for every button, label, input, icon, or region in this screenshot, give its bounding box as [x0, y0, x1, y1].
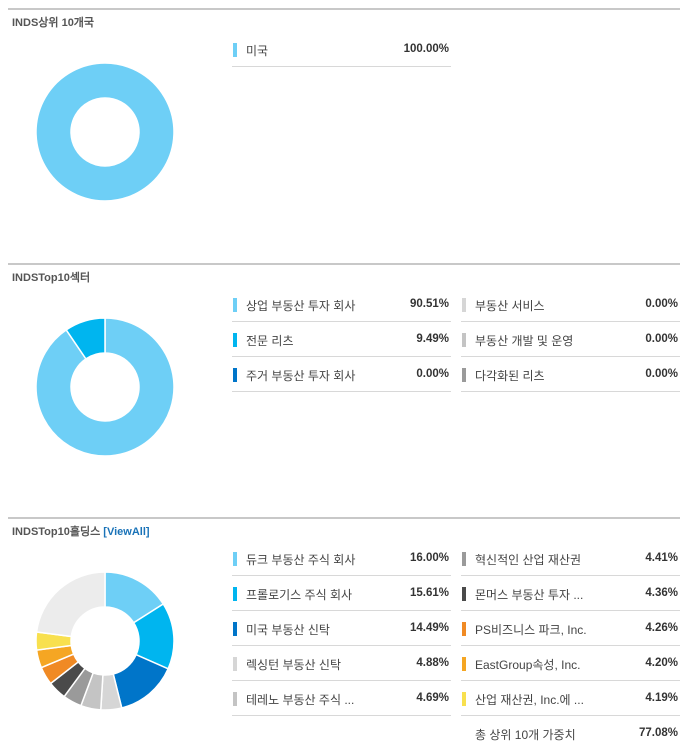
holding-row: 산업 재산권, Inc.에 ... 4.19% — [461, 681, 680, 716]
holding-row: 프롤로기스 주식 회사 15.61% — [232, 576, 451, 611]
country-slice — [35, 62, 175, 202]
sector-row: 상업 부동산 투자 회사 90.51% — [232, 287, 451, 322]
sector-row-label: 상업 부동산 투자 회사 — [246, 299, 356, 313]
holding-row: EastGroup속성, Inc. 4.20% — [461, 646, 680, 681]
total-weight-label: 총 상위 10개 가중치 — [475, 728, 576, 742]
sectors-list-left: 상업 부동산 투자 회사 90.51% 전문 리츠 9.49% 주거 부동산 투자 회사… — [232, 287, 451, 392]
sector-row: 주거 부동산 투자 회사 0.00% — [232, 357, 451, 392]
legend-swatch — [462, 333, 466, 347]
holding-row-label: 프롤로기스 주식 회사 — [246, 588, 353, 602]
sector-row-value: 90.51% — [409, 298, 449, 310]
holding-row-label: EastGroup속성, Inc. — [475, 658, 581, 672]
sector-row-value: 9.49% — [416, 333, 449, 345]
legend-swatch — [233, 552, 237, 566]
legend-swatch — [462, 622, 466, 636]
total-weight-value: 77.08% — [638, 727, 678, 739]
holding-row: 몬머스 부동산 투자 ... 4.36% — [461, 576, 680, 611]
holding-row-label: 렉싱턴 부동산 신탁 — [246, 658, 341, 672]
holding-row: 테레노 부동산 주식 ... 4.69% — [232, 681, 451, 716]
holding-row-label: 몬머스 부동산 투자 ... — [475, 588, 584, 602]
legend-swatch — [462, 298, 466, 312]
holdings-section: INDSTop10홀딩스 [ViewAll] 듀크 부동산 주식 회사 16.00… — [8, 517, 680, 751]
holding-row-value: 16.00% — [409, 552, 449, 564]
sector-row-label: 전문 리츠 — [246, 334, 294, 348]
holding-row: 미국 부동산 신탁 14.49% — [232, 611, 451, 646]
holding-row-label: 혁신적인 산업 재산권 — [475, 553, 582, 567]
sector-row: 부동산 서비스 0.00% — [461, 287, 680, 322]
sector-row-value: 0.00% — [645, 368, 678, 380]
sector-slice — [35, 317, 175, 457]
holding-row-label: 듀크 부동산 주식 회사 — [246, 553, 356, 567]
legend-swatch — [233, 587, 237, 601]
holding-slice — [35, 571, 106, 638]
legend-swatch — [233, 333, 237, 347]
legend-swatch — [233, 368, 237, 382]
sector-row-label: 부동산 개발 및 운영 — [475, 334, 574, 348]
sectors-donut-chart — [35, 317, 175, 457]
holding-row: 혁신적인 산업 재산권 4.41% — [461, 541, 680, 576]
sector-row-label: 주거 부동산 투자 회사 — [246, 369, 356, 383]
legend-swatch — [462, 552, 466, 566]
holding-row-value: 4.19% — [645, 692, 678, 704]
country-row: 미국 100.00% — [232, 32, 451, 67]
legend-swatch — [233, 298, 237, 312]
holding-row-value: 4.88% — [416, 657, 449, 669]
holding-row-value: 4.36% — [645, 587, 678, 599]
holding-row-label: 테레노 부동산 주식 ... — [246, 693, 355, 707]
sector-row: 다각화된 리츠 0.00% — [461, 357, 680, 392]
holding-row-label: PS비즈니스 파크, Inc. — [475, 623, 587, 637]
legend-swatch — [233, 657, 237, 671]
holding-row-value: 4.41% — [645, 552, 678, 564]
total-weight-row: 총 상위 10개 가중치 77.08% — [461, 716, 680, 751]
country-label: 미국 — [246, 44, 269, 58]
countries-list: 미국 100.00% — [232, 32, 451, 67]
sectors-list-right: 부동산 서비스 0.00% 부동산 개발 및 운영 0.00% 다각화된 리츠 0.00% — [461, 287, 680, 392]
holdings-donut-chart — [35, 571, 175, 711]
sector-slice — [65, 317, 106, 360]
holdings-title-text: INDSTop10홀딩스 — [12, 526, 101, 538]
country-value: 100.00% — [403, 43, 449, 55]
sector-row-label: 부동산 서비스 — [475, 299, 545, 313]
sector-row-value: 0.00% — [416, 368, 449, 380]
legend-swatch — [233, 43, 237, 57]
holdings-list-left: 듀크 부동산 주식 회사 16.00% 프롤로기스 주식 회사 15.61% 미국 부동… — [232, 541, 451, 716]
holding-row-value: 4.26% — [645, 622, 678, 634]
sector-row-value: 0.00% — [645, 333, 678, 345]
legend-swatch — [462, 692, 466, 706]
legend-swatch — [233, 622, 237, 636]
holding-row-label: 산업 재산권, Inc.에 ... — [475, 693, 584, 707]
sectors-section: INDSTop10섹터 상업 부동산 투자 회사 90.51% 전문 리츠 9.49%… — [8, 263, 680, 518]
legend-swatch — [462, 657, 466, 671]
legend-swatch — [233, 692, 237, 706]
holding-row-label: 미국 부동산 신탁 — [246, 623, 330, 637]
countries-title: INDS상위 10개국 — [12, 17, 95, 29]
sector-row: 부동산 개발 및 운영 0.00% — [461, 322, 680, 357]
holdings-title: INDSTop10홀딩스 [ViewAll] — [12, 523, 150, 539]
sector-row-label: 다각화된 리츠 — [475, 369, 545, 383]
holding-row-value: 4.69% — [416, 692, 449, 704]
view-all-link[interactable]: [ViewAll] — [103, 526, 150, 538]
holding-row: 렉싱턴 부동산 신탁 4.88% — [232, 646, 451, 681]
sectors-title: INDSTop10섹터 — [12, 272, 91, 284]
holding-row-value: 15.61% — [409, 587, 449, 599]
legend-swatch — [462, 368, 466, 382]
holdings-list-right: 혁신적인 산업 재산권 4.41% 몬머스 부동산 투자 ... 4.36% PS비즈니… — [461, 541, 680, 751]
countries-donut-chart — [35, 62, 175, 202]
holding-row: PS비즈니스 파크, Inc. 4.26% — [461, 611, 680, 646]
holding-row-value: 14.49% — [409, 622, 449, 634]
holding-row-value: 4.20% — [645, 657, 678, 669]
legend-swatch — [462, 587, 466, 601]
sector-row-value: 0.00% — [645, 298, 678, 310]
countries-section: INDS상위 10개국 미국 100.00% — [8, 8, 680, 263]
sector-row: 전문 리츠 9.49% — [232, 322, 451, 357]
holding-row: 듀크 부동산 주식 회사 16.00% — [232, 541, 451, 576]
